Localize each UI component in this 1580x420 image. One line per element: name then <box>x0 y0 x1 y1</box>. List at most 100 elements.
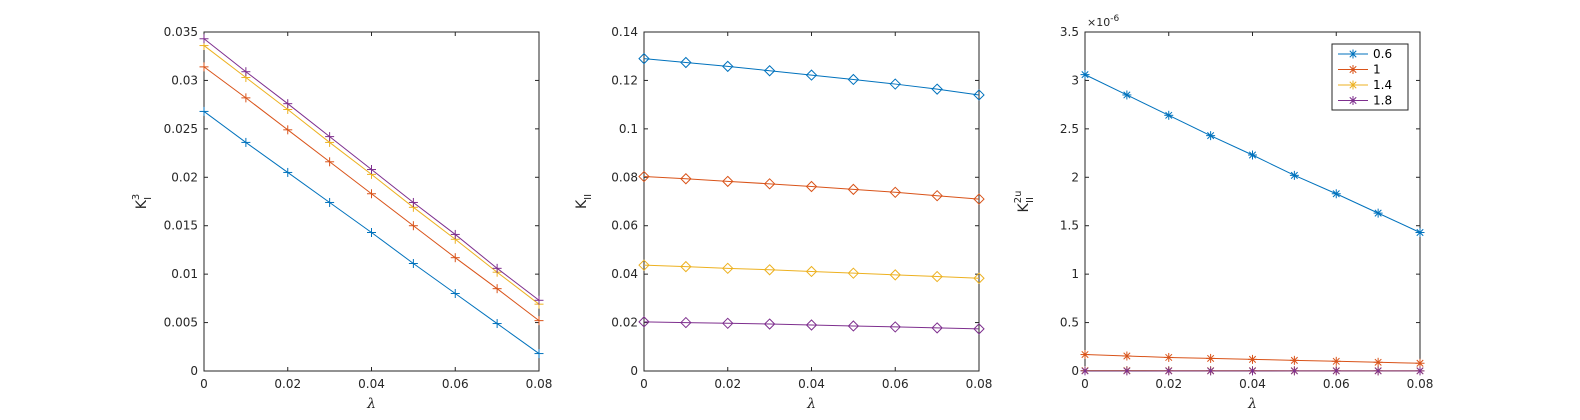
data-point <box>763 264 776 276</box>
y-tick-label: 0 <box>630 364 638 378</box>
series-1 <box>638 52 985 101</box>
legend-marker <box>1348 65 1358 74</box>
x-tick-label: 0.04 <box>798 377 825 391</box>
data-point <box>638 259 650 271</box>
data-point <box>1289 170 1299 180</box>
x-tick-label: 0.02 <box>714 377 741 391</box>
data-point <box>1080 350 1090 360</box>
data-point <box>1164 366 1174 376</box>
data-point <box>722 60 734 73</box>
y-tick-label: 0.02 <box>171 170 198 184</box>
data-point <box>199 106 209 116</box>
y-axis-label: K3I <box>131 194 154 210</box>
x-tick-label: 0 <box>640 377 648 391</box>
data-point <box>889 186 901 199</box>
axes-box <box>203 31 540 372</box>
series-4 <box>199 34 544 305</box>
data-point <box>638 52 650 65</box>
legend-entry: 1 <box>1338 63 1381 77</box>
data-point <box>1248 150 1257 160</box>
data-point <box>680 260 692 273</box>
data-point <box>283 167 293 177</box>
data-point <box>847 267 860 279</box>
y-tick-label: 2.5 <box>1060 122 1079 136</box>
y-tick-label: 0.12 <box>611 73 638 87</box>
data-point <box>1122 366 1132 376</box>
x-tick-label: 0.02 <box>274 377 301 391</box>
data-point <box>367 165 376 175</box>
series-1 <box>1080 70 1425 237</box>
y-tick-label: 2 <box>1071 170 1079 184</box>
y-tick-label: 0.08 <box>611 170 638 184</box>
data-point <box>1080 366 1090 376</box>
data-point <box>1206 131 1216 141</box>
data-point <box>1248 366 1257 376</box>
data-point <box>534 349 544 359</box>
legend-entry: 1.8 <box>1338 94 1392 108</box>
legend: 0.6 11.4 1.8 <box>1331 43 1409 111</box>
y-tick-label: 0.015 <box>164 219 198 233</box>
legend-entry: 0.6 <box>1338 47 1392 61</box>
data-point <box>847 183 860 196</box>
data-point <box>722 262 734 275</box>
data-point <box>805 319 818 331</box>
data-point <box>1289 366 1299 376</box>
y-tick-label: 0.14 <box>611 25 638 39</box>
data-point <box>889 78 901 90</box>
data-point <box>931 270 943 283</box>
data-point <box>408 197 418 207</box>
data-point <box>492 263 502 273</box>
x-axis-label: λ <box>1247 396 1257 412</box>
y-tick-label: 0.04 <box>611 267 638 281</box>
data-point <box>1289 355 1299 365</box>
data-point <box>680 173 692 185</box>
y-tick-label: 1.5 <box>1060 219 1079 233</box>
x-axis-label: λ <box>366 396 376 412</box>
subplot-middle: 0 0.02 0.04 0.06 0.08 0 0.02 0.04 0.06 0.08 0.1 0.1… <box>574 25 992 412</box>
data-point <box>1164 352 1174 362</box>
y-axis-exponent: ×10-6 <box>1087 14 1119 29</box>
x-tick-label: 0.06 <box>882 377 909 391</box>
x-tick-label: 0 <box>1081 377 1089 391</box>
y-tick-label: 0.1 <box>619 122 638 136</box>
y-tick-label: 0.005 <box>164 316 198 330</box>
data-point <box>1206 353 1216 363</box>
series-2 <box>1080 350 1425 368</box>
data-point <box>1373 366 1383 376</box>
series-4 <box>638 316 985 335</box>
subplot-right: 0 0.02 0.04 0.06 0.08 0 0.5 1 1.5 2 2.5 3 3.5 λ K2uII ×… <box>1013 14 1433 412</box>
data-point <box>931 189 943 202</box>
x-tick-label: 0.08 <box>966 377 993 391</box>
data-point <box>241 67 251 77</box>
x-tick-label: 0.04 <box>1239 377 1266 391</box>
data-point <box>763 178 776 190</box>
data-point <box>534 295 544 305</box>
data-point <box>450 253 460 263</box>
x-tick-label: 0.06 <box>442 377 469 391</box>
data-point <box>450 289 460 299</box>
series-1 <box>199 106 544 359</box>
x-tick-label: 0.08 <box>526 377 553 391</box>
x-tick-label: 0.06 <box>1323 377 1350 391</box>
series-3 <box>199 41 544 309</box>
data-point <box>1080 70 1090 80</box>
data-point <box>241 137 251 147</box>
data-point <box>722 175 734 188</box>
x-tick-label: 0.02 <box>1155 377 1182 391</box>
legend-label: 0.6 <box>1373 47 1392 61</box>
data-point <box>408 221 418 231</box>
data-point <box>1331 189 1341 199</box>
data-point <box>241 93 251 103</box>
data-point <box>325 197 335 207</box>
y-tick-label: 3.5 <box>1060 25 1079 39</box>
legend-label: 1 <box>1373 63 1381 77</box>
x-tick-label: 0.04 <box>358 377 385 391</box>
y-tick-label: 0.06 <box>611 219 638 233</box>
x-tick-label: 0.08 <box>1407 377 1434 391</box>
data-point <box>722 317 734 330</box>
y-tick-label: 0.035 <box>164 25 198 39</box>
series-3 <box>638 259 985 284</box>
data-point <box>847 320 860 332</box>
legend-label: 1.8 <box>1373 94 1392 108</box>
